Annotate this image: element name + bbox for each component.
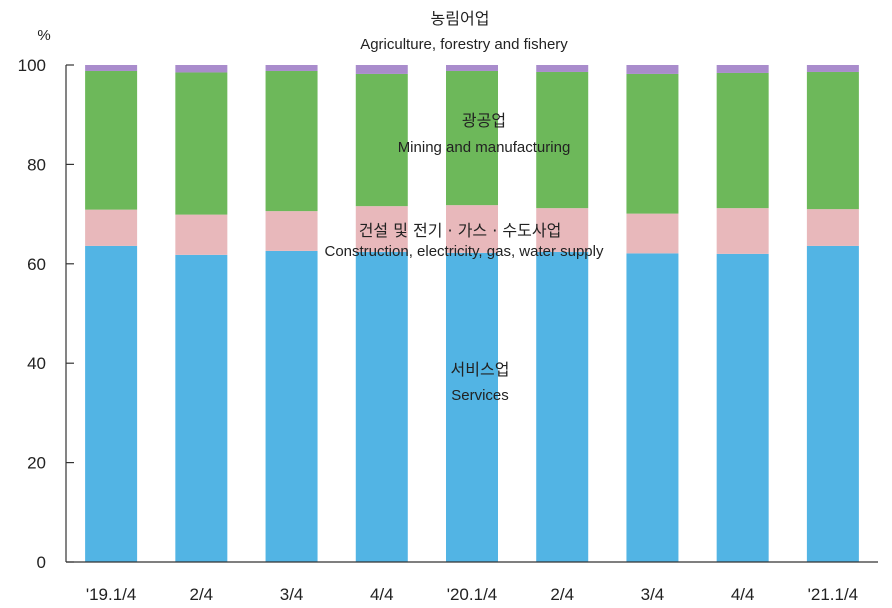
bar-segment-services-1: [175, 254, 228, 562]
bar-segment-services-5: [536, 251, 589, 562]
series-label-construction-en: Construction, electricity, gas, water su…: [324, 243, 604, 260]
series-label-construction-ko: 건설 및 전기 · 가스 · 수도사업: [359, 221, 562, 240]
bar-segment-construction-2: [265, 211, 318, 251]
bar-segment-agriculture-3: [355, 65, 408, 74]
x-tick-label: '20.1/4: [447, 585, 498, 604]
bar-segment-agriculture-7: [716, 65, 769, 73]
bar-segment-mining-1: [175, 72, 228, 215]
bar-segment-agriculture-8: [806, 65, 859, 72]
bar-segment-agriculture-1: [175, 65, 228, 73]
series-label-services-en: Services: [451, 387, 509, 404]
bar-segment-services-6: [626, 253, 679, 562]
x-axis: '19.1/4 2/4 3/4 4/4 '20.1/4 2/4 3/4 4/4 '21.1/4: [66, 561, 878, 604]
series-labels: 농림어업 Agriculture, forestry and fishery 광…: [324, 9, 604, 404]
series-label-agriculture-en: Agriculture, forestry and fishery: [360, 36, 568, 53]
x-tick-label: 3/4: [280, 585, 304, 604]
y-tick-label: 40: [27, 354, 46, 373]
bar-segment-mining-6: [626, 73, 679, 214]
bar-segment-mining-0: [85, 70, 138, 210]
bar-segment-construction-5: [536, 208, 589, 252]
bar-segment-services-8: [806, 245, 859, 562]
bars: [85, 65, 859, 563]
series-label-mining-en: Mining and manufacturing: [398, 139, 571, 156]
bar-segment-mining-8: [806, 71, 859, 210]
bar-segment-services-0: [85, 245, 138, 562]
bar-segment-services-3: [355, 251, 408, 562]
bar-segment-services-4: [446, 252, 498, 562]
bar-segment-mining-4: [446, 70, 498, 206]
y-tick-label: 80: [27, 155, 46, 174]
y-tick-label: 60: [27, 255, 46, 274]
x-tick-label: 2/4: [190, 585, 214, 604]
bar-segment-construction-0: [85, 209, 138, 246]
y-tick-label: 100: [18, 56, 46, 75]
series-label-agriculture-ko: 농림어업: [431, 9, 490, 28]
bar-segment-construction-4: [446, 205, 498, 253]
y-tick-label: 0: [37, 553, 46, 572]
bar-segment-agriculture-6: [626, 65, 679, 74]
bar-segment-agriculture-4: [446, 65, 498, 71]
x-tick-label: '19.1/4: [86, 585, 137, 604]
bar-segment-services-7: [716, 253, 769, 563]
x-tick-label: '21.1/4: [808, 585, 859, 604]
series-label-mining-ko: 광공업: [462, 111, 506, 130]
bar-segment-construction-3: [355, 206, 408, 252]
x-tick-label: 2/4: [550, 585, 574, 604]
x-tick-label: 4/4: [731, 585, 755, 604]
bar-segment-agriculture-2: [265, 65, 318, 71]
bar-segment-construction-1: [175, 214, 228, 255]
bar-segment-mining-5: [536, 71, 589, 209]
bar-segment-mining-3: [355, 73, 408, 207]
bar-segment-construction-7: [716, 208, 769, 254]
bar-segment-mining-7: [716, 72, 769, 209]
bar-segment-agriculture-0: [85, 65, 138, 71]
bar-segment-services-2: [265, 250, 318, 563]
y-tick-label: 20: [27, 454, 46, 473]
y-axis: 0 20 40 60 80 100: [18, 56, 74, 572]
bar-segment-construction-6: [626, 213, 679, 254]
x-tick-label: 4/4: [370, 585, 394, 604]
series-label-services-ko: 서비스업: [451, 360, 510, 379]
bar-segment-construction-8: [806, 209, 859, 246]
bar-segment-agriculture-5: [536, 65, 589, 72]
y-unit-label: %: [37, 27, 50, 44]
x-tick-label: 3/4: [641, 585, 665, 604]
bar-segment-mining-2: [265, 70, 318, 212]
